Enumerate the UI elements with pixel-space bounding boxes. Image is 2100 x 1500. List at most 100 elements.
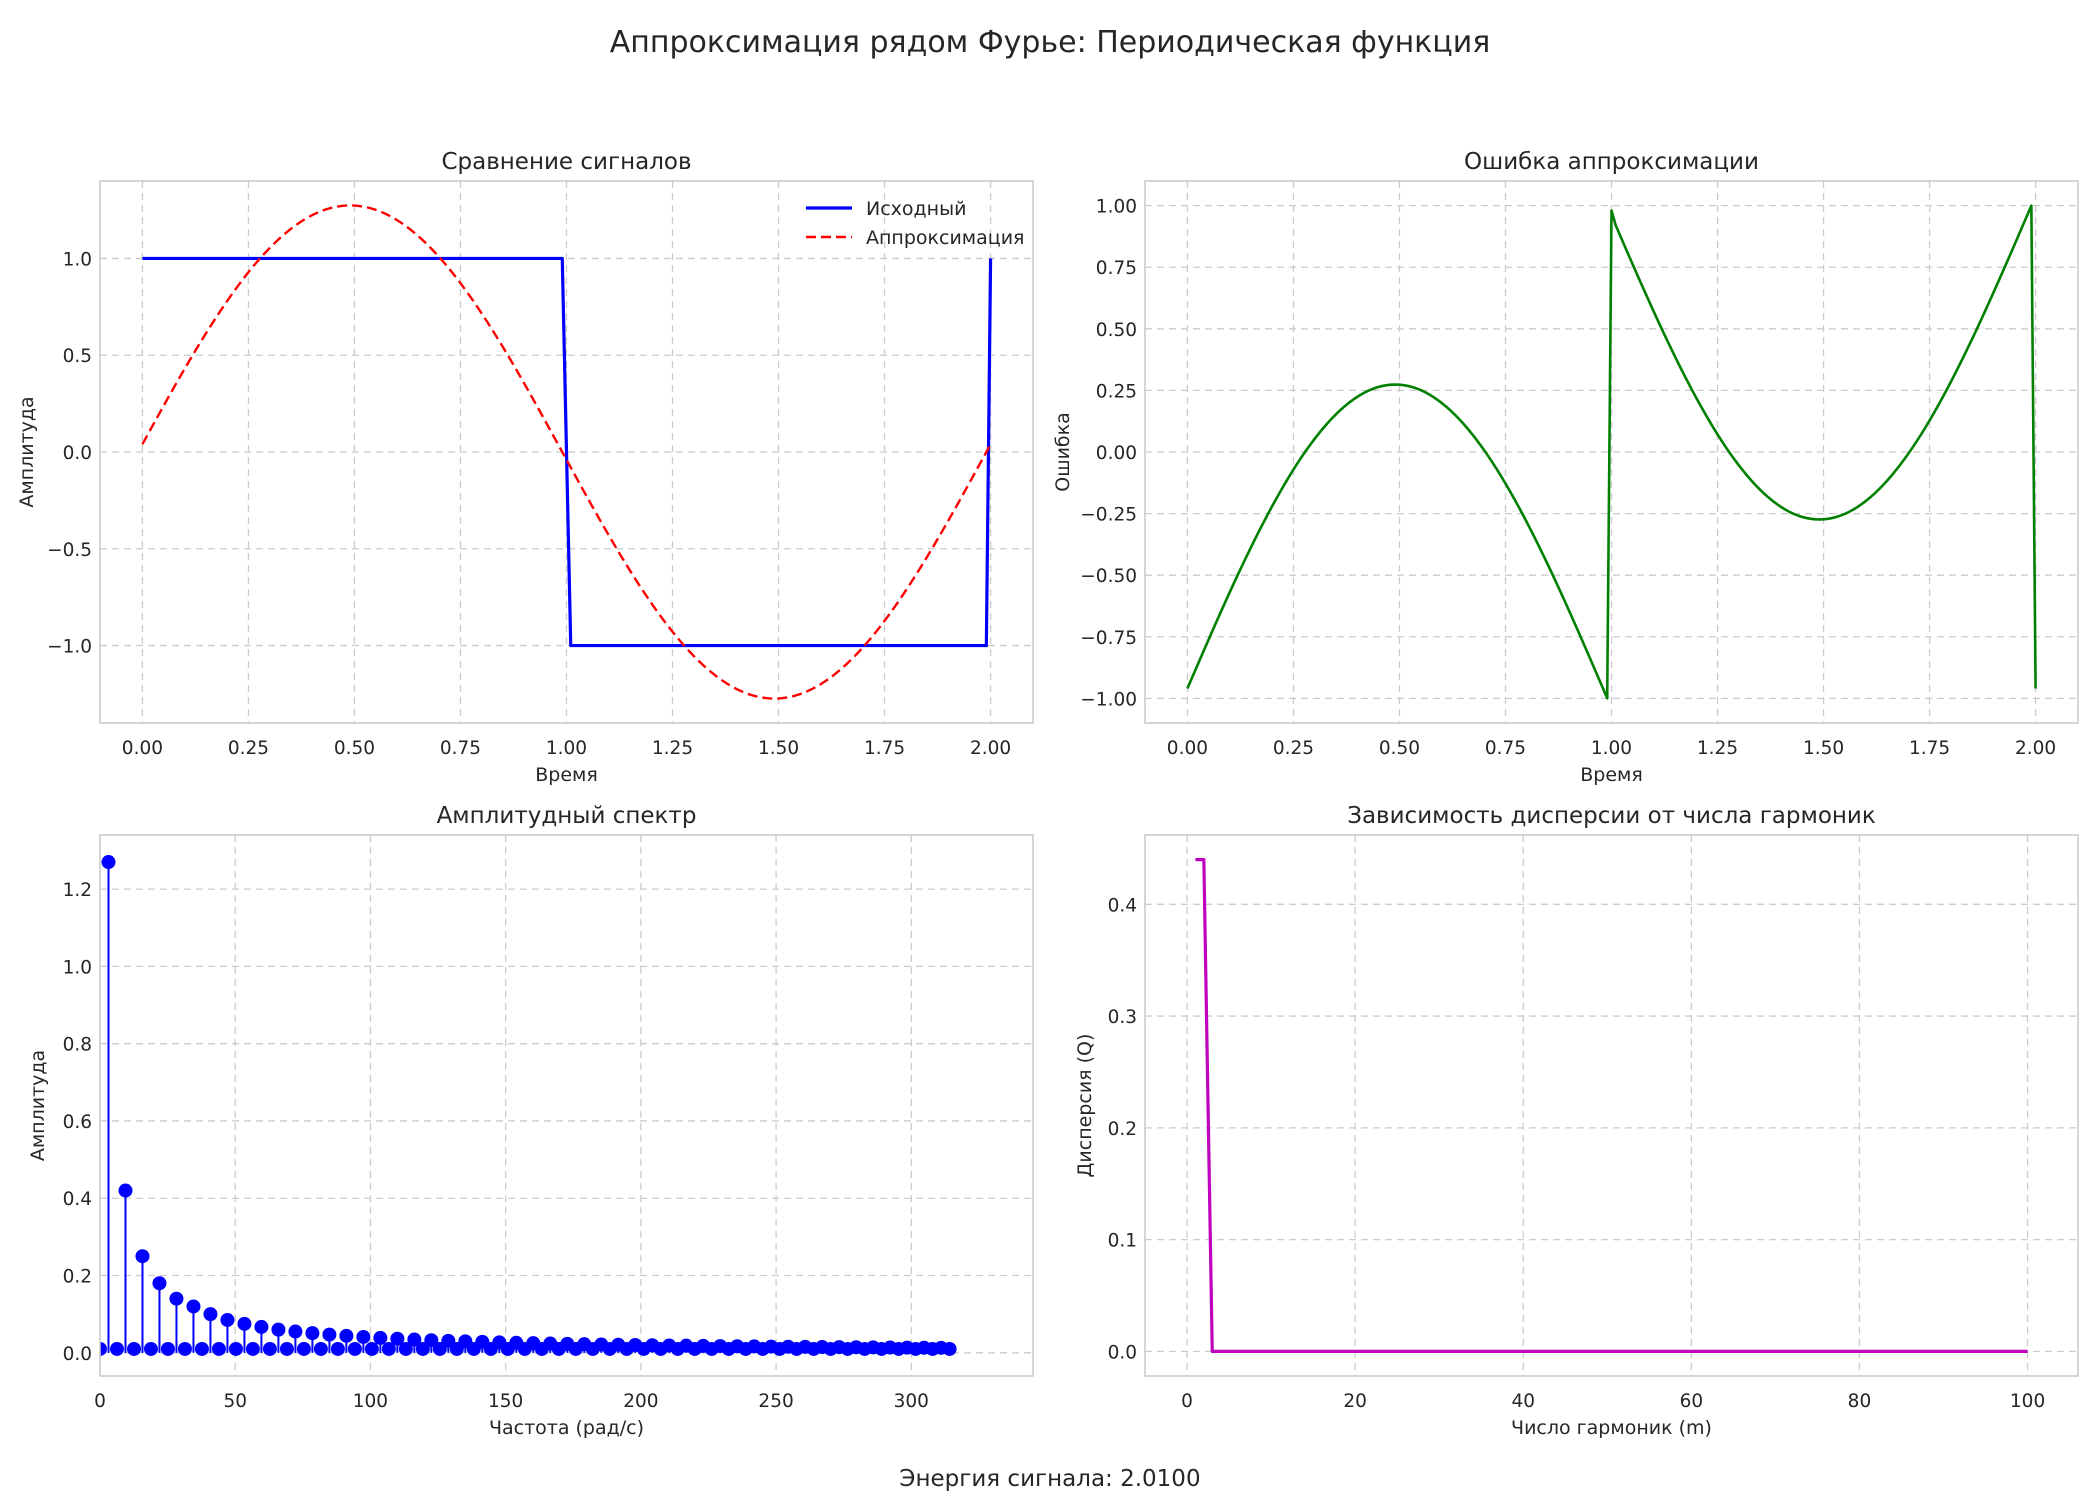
y-tick-label: −1.0 [47,637,92,658]
x-tick-label: 0 [1181,1391,1193,1412]
spectrum-marker [279,1341,294,1356]
x-tick-label: 1.25 [652,738,693,759]
x-tick-label: 2.00 [970,738,1011,759]
x-tick-label: 100 [2010,1391,2045,1412]
spectrum-marker [186,1299,201,1314]
y-tick-label: −0.5 [47,540,92,561]
x-tick-label: 1.25 [1697,738,1738,759]
legend-label: Исходный [866,198,966,220]
y-tick-label: 1.00 [1096,197,1137,218]
spectrum-marker [415,1341,430,1356]
spectrum-marker-dc [100,1341,107,1356]
spectrum-marker [194,1341,209,1356]
x-tick-label: 1.50 [758,738,799,759]
spectrum-marker [305,1326,320,1341]
panel-title: Сравнение сигналов [441,149,691,175]
spectrum-marker [339,1328,354,1343]
y-axis-label: Амплитуда [16,396,38,507]
x-tick-label: 80 [1848,1391,1872,1412]
x-axis-label: Число гармоник (m) [1511,1417,1712,1439]
x-tick-label: 0.75 [440,738,481,759]
y-tick-label: 0.0 [1108,1342,1137,1363]
legend: Исходный Аппроксимация [806,198,1025,249]
spectrum-marker [330,1341,345,1356]
spectrum-marker [356,1329,371,1344]
spectrum-marker [296,1341,311,1356]
spectrum-marker [407,1332,422,1347]
x-tick-label: 20 [1343,1391,1367,1412]
x-tick-label: 0.00 [1167,738,1208,759]
x-tick-label: 0.50 [334,738,375,759]
y-tick-label: 0.4 [1108,895,1137,916]
x-tick-label: 0.25 [228,738,269,759]
spectrum-marker [220,1312,235,1327]
x-axis-label: Время [1580,764,1643,786]
y-tick-label: −0.25 [1080,505,1137,526]
plot-area [100,855,957,1356]
x-tick-label: 100 [353,1391,388,1412]
y-tick-label: 0.2 [63,1267,92,1288]
axes-frame [1144,180,2079,724]
spectrum-marker [942,1341,957,1356]
spectrum-marker [271,1322,286,1337]
series-line-0 [142,256,993,648]
axes-frame [99,180,1034,724]
y-tick-label: −1.00 [1080,689,1137,710]
spectrum-marker [322,1327,337,1342]
x-tick-label: 1.00 [1591,738,1632,759]
x-tick-label: 0.50 [1379,738,1420,759]
x-tick-label: 1.50 [1803,738,1844,759]
panel-amplitude-spectrum: 0 50 100 150 200 250 300 0.0 0.2 0.4 0.6 0.8 1.0 1.2 А… [27,803,1034,1439]
series-line-0 [1195,857,2028,1354]
figure-title: Аппроксимация рядом Фурье: Периодическая… [610,25,1491,60]
signal-energy-label: Энергия сигнала: 2.0100 [899,1466,1200,1492]
spectrum-marker [228,1341,243,1356]
y-tick-label: 0.00 [1096,443,1137,464]
y-tick-label: 0.8 [63,1035,92,1056]
panel-title: Зависимость дисперсии от числа гармоник [1347,803,1876,829]
spectrum-marker [347,1341,362,1356]
panel-title: Ошибка аппроксимации [1464,149,1759,175]
spectrum-marker [160,1341,175,1356]
y-axis-label: Дисперсия (Q) [1074,1034,1096,1178]
spectrum-marker [313,1341,328,1356]
y-tick-label: 0.75 [1096,258,1137,279]
spectrum-marker [101,855,116,870]
spectrum-marker [152,1276,167,1291]
y-tick-label: −0.50 [1080,566,1137,587]
panel-signal-comparison: 0.00 0.25 0.50 0.75 1.00 1.25 1.50 1.75 2.00 −1.0… [16,149,1034,786]
legend-label: Аппроксимация [866,227,1025,249]
x-tick-label: 0.25 [1273,738,1314,759]
y-tick-label: 1.0 [63,957,92,978]
x-tick-label: 0.75 [1485,738,1526,759]
y-tick-label: 0.6 [63,1112,92,1133]
plot-area [1186,204,2037,700]
y-tick-label: 1.2 [63,880,92,901]
y-tick-label: 0.50 [1096,320,1137,341]
panel-title: Амплитудный спектр [437,803,697,829]
spectrum-marker [211,1341,226,1356]
x-tick-label: 0.00 [122,738,163,759]
plot-area [1195,857,2028,1354]
spectrum-marker [143,1341,158,1356]
x-tick-label: 250 [758,1391,793,1412]
panel-variance-vs-harmonics: 0 20 40 60 80 100 0.0 0.1 0.2 0.3 0.4 Зависимость д… [1074,803,2079,1439]
x-tick-label: 200 [623,1391,658,1412]
spectrum-marker [237,1316,252,1331]
y-tick-label: 0.25 [1096,381,1137,402]
x-tick-label: 2.00 [2015,738,2056,759]
x-tick-label: 50 [223,1391,247,1412]
panel-approximation-error: 0.00 0.25 0.50 0.75 1.00 1.25 1.50 1.75 2.00 −1.0… [1052,149,2079,786]
x-tick-label: 300 [894,1391,929,1412]
spectrum-marker [424,1333,439,1348]
spectrum-marker [254,1319,269,1334]
spectrum-marker [118,1183,133,1198]
spectrum-marker [126,1341,141,1356]
y-tick-label: 0.5 [63,346,92,367]
x-tick-label: 150 [488,1391,523,1412]
x-tick-label: 40 [1511,1391,1535,1412]
spectrum-marker [381,1341,396,1356]
y-tick-label: 0.2 [1108,1119,1137,1140]
axes-frame [99,834,1034,1377]
y-tick-label: 1.0 [63,249,92,270]
